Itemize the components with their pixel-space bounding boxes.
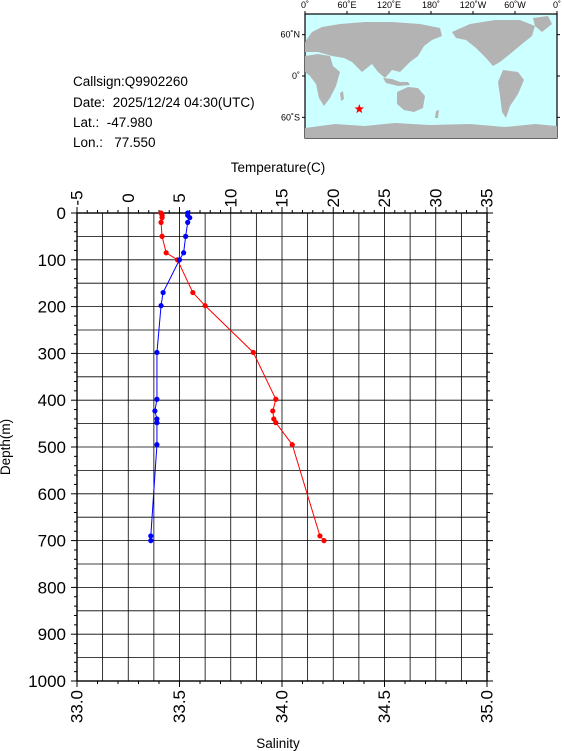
depth-tick-label: 400 (38, 391, 66, 410)
temperature-tick-label: 30 (426, 189, 445, 208)
map-lat-label: 60˚S (281, 112, 300, 122)
temperature-data-point (158, 219, 164, 225)
depth-tick-label: 500 (38, 438, 66, 457)
temperature-data-point (159, 215, 165, 221)
plot-grid (76, 212, 488, 682)
temperature-tick-label: 35 (478, 189, 497, 208)
plot-frame (76, 212, 488, 682)
temperature-tick-label: 5 (170, 193, 189, 202)
depth-tick-label: 600 (38, 485, 66, 504)
map-lon-label: 120˚W (460, 0, 487, 10)
map-lon-label: 180˚ (422, 0, 440, 10)
map-lon-label: 120˚E (377, 0, 401, 10)
land-indonesia (383, 78, 410, 86)
land-north-america (452, 20, 535, 66)
temperature-tick-label: -5 (68, 190, 87, 205)
salinity-tick-label: 34.5 (375, 690, 394, 723)
salinity-data-point (185, 219, 191, 225)
temperature-tick-label: 0 (119, 193, 138, 202)
salinity-data-point (154, 420, 160, 426)
salinity-tick-label: 33.5 (170, 690, 189, 723)
land-greenland (533, 16, 552, 32)
temperature-tick-label: 25 (375, 189, 394, 208)
temperature-data-point (273, 420, 279, 426)
map-lon-label: 60˚E (337, 0, 356, 10)
salinity-data-point (176, 257, 183, 263)
temperature-data-point (163, 250, 169, 256)
temperature-data-point (202, 303, 208, 309)
salinity-data-point (154, 416, 160, 422)
temperature-data-point (321, 538, 327, 544)
world-map-inset: 0˚ 60˚E 120˚E 180˚ 120˚W 60˚W 0˚ 60˚N 0˚ 60˚S (280, 0, 561, 139)
salinity-tick-label: 33.0 (68, 690, 87, 723)
salinity-axis-title: Salinity (256, 736, 300, 751)
salinity-data-point (183, 233, 189, 239)
salinity-data-point (148, 538, 154, 544)
temperature-data-point (159, 233, 165, 239)
depth-tick-label: 0 (57, 204, 66, 223)
station-longitude: Lon.: 77.550 (73, 135, 156, 150)
station-latitude: Lat.: -47.980 (73, 115, 153, 130)
temperature-tick-label: 10 (221, 189, 240, 208)
salinity-data-point (181, 250, 187, 256)
land-africa (305, 54, 340, 106)
temperature-data-point (273, 396, 279, 402)
station-location-marker (354, 104, 365, 114)
depth-tick-label: 800 (38, 578, 66, 597)
map-lon-label: 0˚ (553, 0, 561, 10)
salinity-tick-label: 35.0 (478, 690, 497, 723)
map-lat-label: 60˚N (280, 30, 300, 40)
salinity-data-point (154, 396, 160, 402)
depth-tick-label: 1000 (28, 672, 66, 691)
salinity-data-point (154, 442, 160, 448)
salinity-data-point (152, 408, 158, 414)
land-new-zealand (435, 110, 439, 118)
star-icon (354, 104, 365, 114)
temperature-data-point (190, 289, 196, 296)
salinity-tick-label: 34.0 (273, 690, 292, 723)
land-south-america (498, 70, 524, 118)
temperature-data-point (317, 533, 323, 539)
depth-tick-label: 900 (38, 625, 66, 644)
temperature-tick-label: 20 (324, 189, 343, 208)
land-eurasia (305, 22, 442, 78)
salinity-data-point (148, 533, 154, 539)
plot-series (148, 210, 327, 544)
temperature-data-point (250, 349, 256, 356)
temperature-data-point (289, 442, 295, 448)
temperature-axis-title: Temperature(C) (231, 160, 326, 175)
depth-tick-label: 200 (38, 298, 66, 317)
depth-tick-label: 700 (38, 532, 66, 551)
depth-tick-label: 100 (38, 251, 66, 270)
land-antarctica (305, 123, 557, 138)
map-lon-label: 0˚ (301, 0, 309, 10)
map-lon-label: 60˚W (504, 0, 526, 10)
station-date: Date: 2025/12/24 04:30(UTC) (73, 95, 255, 110)
land-australia (397, 87, 425, 112)
depth-axis-title: Depth(m) (0, 419, 13, 475)
salinity-data-point (160, 289, 166, 296)
map-lat-label: 0˚ (292, 71, 300, 81)
land-madagascar (340, 91, 344, 101)
temperature-data-point (270, 408, 276, 414)
salinity-data-point (187, 215, 193, 221)
map-land (305, 16, 557, 138)
temperature-tick-label: 15 (273, 189, 292, 208)
station-callsign: Callsign:Q9902260 (73, 74, 188, 89)
depth-tick-label: 300 (38, 344, 66, 363)
salinity-data-point (158, 303, 164, 309)
salinity-data-point (154, 349, 160, 356)
